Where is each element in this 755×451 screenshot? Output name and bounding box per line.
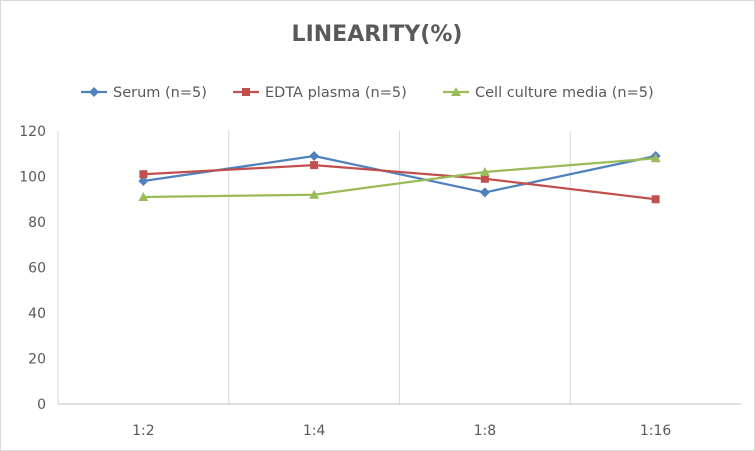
legend-marker (451, 87, 461, 96)
series-line-1 (143, 154, 656, 194)
grid (228, 131, 571, 404)
x-tick-label: 1:4 (303, 423, 326, 439)
legend-label: EDTA plasma (n=5) (265, 85, 407, 101)
x-tick-label: 1:16 (640, 423, 672, 439)
data-point (139, 170, 148, 179)
y-tick-label: 80 (28, 215, 46, 231)
data-point (309, 189, 320, 199)
legend-marker (89, 87, 99, 97)
legend: Serum (n=5) EDTA plasma (n=5) Cell culture… (81, 85, 654, 101)
data-point (138, 176, 149, 187)
data-point (651, 195, 660, 204)
data-point (480, 174, 489, 183)
data-point (309, 151, 320, 162)
x-tick-label: 1:8 (474, 423, 497, 439)
legend-marker (242, 88, 250, 96)
series-line-2 (143, 164, 656, 201)
legend-label: Serum (n=5) (113, 85, 207, 101)
series-layer (138, 151, 661, 204)
y-tick-label: 60 (28, 261, 46, 277)
y-tick-label: 40 (28, 306, 46, 322)
y-tick-label: 120 (19, 124, 46, 140)
data-point (479, 166, 490, 176)
y-tick-label: 0 (37, 397, 46, 413)
x-tick-label: 1:2 (132, 423, 155, 439)
data-point (650, 153, 661, 163)
y-tick-label: 100 (19, 170, 46, 186)
data-point (479, 187, 490, 198)
series-line-3 (143, 157, 656, 199)
chart-title: LINEARITY(%) (292, 22, 463, 47)
legend-label: Cell culture media (n=5) (475, 85, 654, 101)
data-point (310, 161, 319, 170)
y-tick-label: 20 (28, 352, 46, 368)
axes: 0 20 40 60 80 100 120 1:2 1:4 1:8 1:16 (19, 124, 741, 439)
data-point (138, 191, 149, 201)
